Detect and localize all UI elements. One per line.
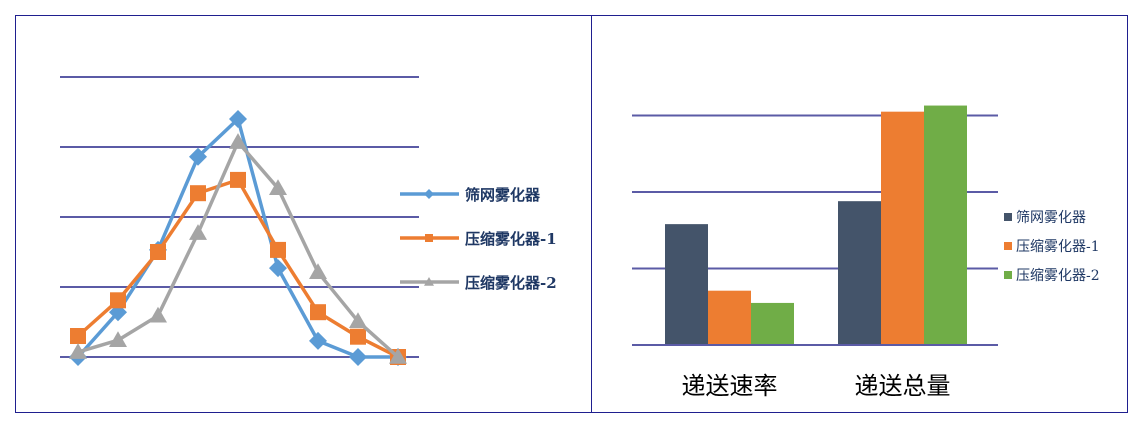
legend-label: 压缩雾化器-2	[465, 274, 557, 292]
bar	[924, 105, 967, 346]
bar	[665, 224, 708, 345]
legend-label: 压缩雾化器-2	[1016, 268, 1100, 284]
data-point	[229, 110, 247, 128]
legend-label: 压缩雾化器-1	[1016, 239, 1100, 255]
series-line	[76, 117, 398, 359]
bar	[708, 290, 751, 345]
data-point	[69, 343, 87, 359]
data-point	[349, 348, 367, 366]
data-point	[149, 306, 167, 323]
data-point	[389, 348, 407, 364]
data-point	[309, 331, 327, 350]
data-point	[349, 312, 367, 329]
bar	[881, 111, 924, 345]
legend-label: 筛网雾化器	[465, 186, 541, 204]
legend-swatch	[1004, 242, 1012, 250]
data-point	[269, 259, 287, 278]
data-point	[230, 171, 246, 188]
data-point	[310, 304, 326, 321]
bar	[751, 302, 794, 345]
data-point	[309, 263, 327, 280]
data-point	[70, 328, 86, 344]
bar	[838, 201, 881, 345]
legend-label: 筛网雾化器	[1016, 210, 1086, 226]
data-point	[189, 147, 207, 166]
category-label: 递送速率	[682, 372, 778, 400]
legend-marker	[424, 189, 434, 199]
legend-label: 压缩雾化器-1	[465, 230, 557, 248]
legend-marker	[425, 234, 433, 242]
data-point	[190, 185, 206, 202]
data-point	[110, 292, 126, 309]
data-point	[150, 244, 166, 260]
legend-swatch	[1004, 213, 1012, 221]
data-point	[189, 224, 207, 240]
legend-marker	[424, 277, 434, 286]
data-point	[269, 179, 287, 196]
figure-border	[15, 15, 1128, 413]
data-point	[109, 331, 127, 347]
data-point	[350, 328, 366, 345]
data-point	[229, 133, 247, 149]
data-point	[270, 241, 286, 258]
category-label: 递送总量	[855, 372, 951, 400]
legend-swatch	[1004, 271, 1012, 279]
